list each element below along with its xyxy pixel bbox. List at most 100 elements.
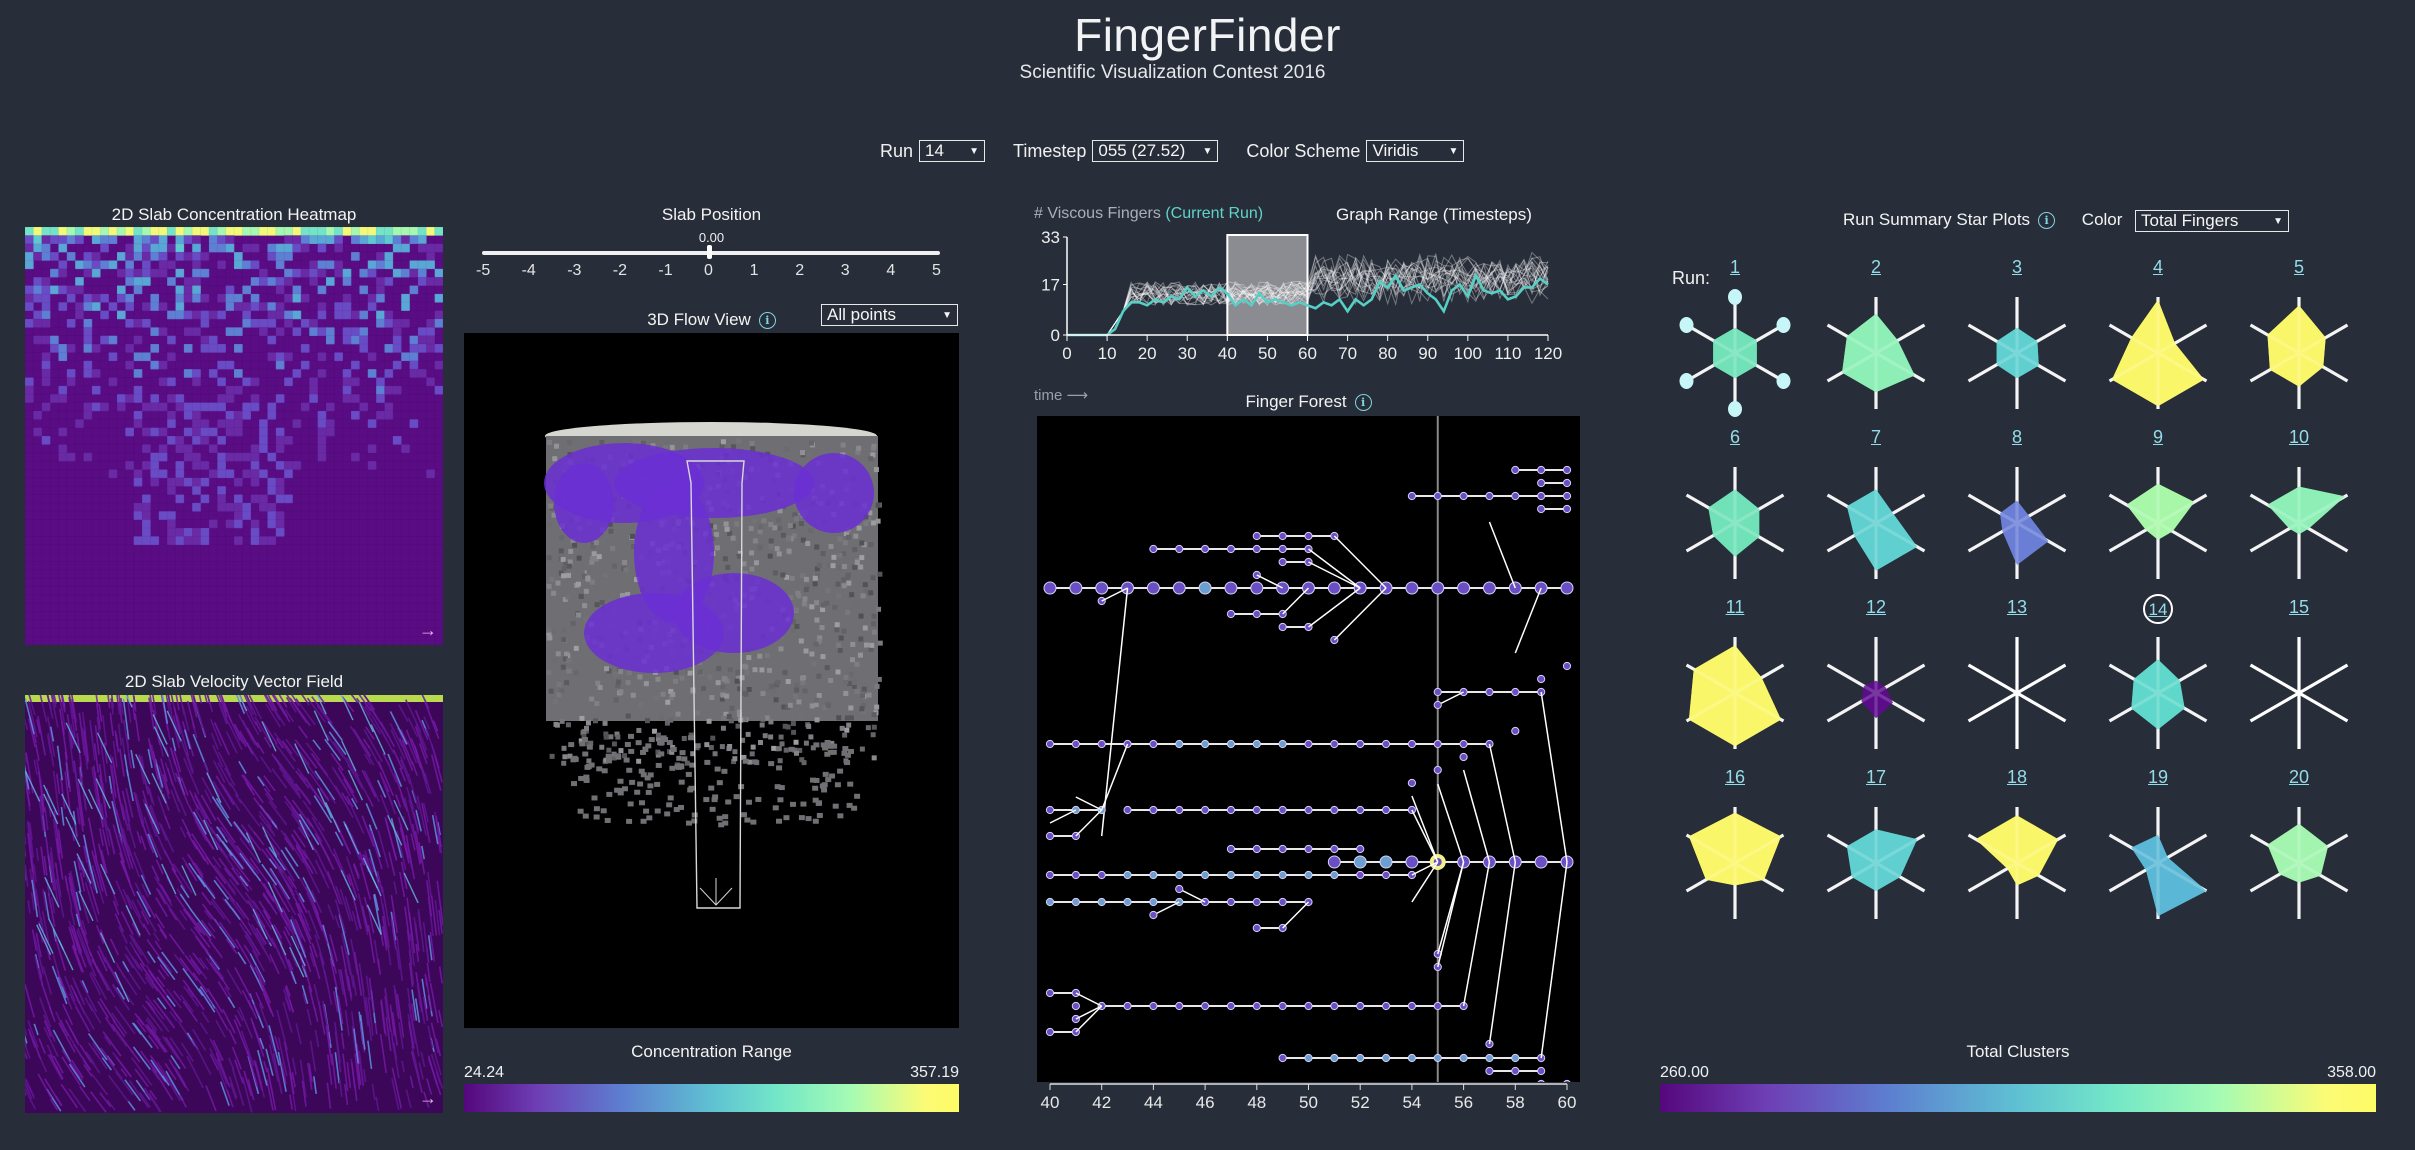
star-run-link-11[interactable]: 11 <box>1725 597 1745 617</box>
run-select[interactable]: 14 ▼ <box>919 140 986 162</box>
star-color-select[interactable]: Total Fingers ▼ <box>2135 210 2289 232</box>
clusters-colorbar <box>1660 1084 2376 1112</box>
star-plot-4[interactable] <box>2088 283 2228 423</box>
star-run-link-14[interactable]: 14 <box>2143 594 2173 624</box>
color-scheme-select-value: Viridis <box>1372 141 1419 160</box>
star-plot-12[interactable] <box>1806 623 1946 763</box>
finger-forest-title: Finger Forest <box>1245 392 1347 411</box>
star-run-link-20[interactable]: 20 <box>2288 767 2310 787</box>
star-plot-2[interactable] <box>1806 283 1946 423</box>
svg-text:120: 120 <box>1534 344 1562 363</box>
star-run-link-1[interactable]: 1 <box>1729 257 1740 277</box>
color-scheme-select[interactable]: Viridis ▼ <box>1366 140 1465 162</box>
svg-text:60: 60 <box>1558 1093 1577 1112</box>
slab-tick-label: -5 <box>476 262 491 279</box>
fingers-chart-title-prefix: # Viscous Fingers <box>1034 205 1161 222</box>
svg-text:54: 54 <box>1402 1093 1421 1112</box>
flow-view-title: 3D Flow View <box>647 310 751 329</box>
star-plot-18[interactable] <box>1947 793 2087 933</box>
info-icon[interactable]: i <box>758 312 776 330</box>
star-plot-1[interactable] <box>1665 283 1805 423</box>
info-icon[interactable]: i <box>1354 394 1372 412</box>
chevron-down-icon: ▼ <box>969 145 980 157</box>
star-run-link-9[interactable]: 9 <box>2152 427 2163 447</box>
finger-forest-tree[interactable] <box>1037 416 1580 1089</box>
star-plot-16[interactable] <box>1665 793 1805 933</box>
flow-view-header: 3D Flow View i <box>464 310 959 330</box>
star-color-value: Total Fingers <box>2141 211 2239 230</box>
star-plot-11[interactable] <box>1665 623 1805 763</box>
star-plot-13[interactable] <box>1947 623 2087 763</box>
star-plot-20[interactable] <box>2229 793 2369 933</box>
svg-text:30: 30 <box>1178 344 1197 363</box>
run-select-value: 14 <box>925 141 944 160</box>
velocity-vector-field[interactable]: → <box>25 695 443 1113</box>
time-arrow-label: time ⟶ <box>1034 387 1089 404</box>
timestep-select[interactable]: 055 (27.52) ▼ <box>1092 140 1219 162</box>
star-plot-10[interactable] <box>2229 453 2369 593</box>
clusters-title: Total Clusters <box>1966 1042 2070 1061</box>
star-plot-7[interactable] <box>1806 453 1946 593</box>
star-run-link-15[interactable]: 15 <box>2288 597 2310 617</box>
concentration-range-title: Concentration Range <box>631 1042 792 1061</box>
slab-position-value: 0.00 <box>698 230 725 245</box>
star-run-link-6[interactable]: 6 <box>1729 427 1740 447</box>
svg-text:58: 58 <box>1506 1093 1525 1112</box>
current-run-line <box>1067 272 1549 337</box>
slab-ticks: -5 -4 -3 -2 -1 0 1 2 3 4 5 <box>470 262 952 284</box>
star-run-link-8[interactable]: 8 <box>2011 427 2022 447</box>
svg-text:46: 46 <box>1196 1093 1215 1112</box>
slab-tick-label: 2 <box>795 262 805 279</box>
star-run-link-5[interactable]: 5 <box>2293 257 2304 277</box>
expand-arrow-icon[interactable]: → <box>419 620 437 640</box>
concentration-heatmap[interactable]: → <box>25 227 443 645</box>
star-plot-5[interactable] <box>2229 283 2369 423</box>
star-run-link-3[interactable]: 3 <box>2011 257 2022 277</box>
fingers-chart-title-current: (Current Run) <box>1165 205 1264 222</box>
info-icon[interactable]: i <box>2038 212 2056 230</box>
vector-field-glyphs <box>25 695 443 1113</box>
run-prefix-label: Run: <box>1672 268 1711 288</box>
star-run-link-12[interactable]: 12 <box>1865 597 1887 617</box>
color-scheme-label: Color Scheme <box>1246 140 1361 161</box>
run-label: Run <box>880 140 914 161</box>
svg-text:10: 10 <box>1098 344 1117 363</box>
star-run-link-18[interactable]: 18 <box>2006 767 2028 787</box>
star-run-link-4[interactable]: 4 <box>2152 257 2163 277</box>
slab-tick-label: 0 <box>704 262 713 279</box>
star-plot-14[interactable] <box>2088 623 2228 763</box>
star-plot-15[interactable] <box>2229 623 2369 763</box>
chevron-down-icon: ▼ <box>942 309 952 321</box>
svg-text:17: 17 <box>1041 276 1060 295</box>
chevron-down-icon: ▼ <box>1448 145 1459 157</box>
flow-3d-view[interactable] <box>464 333 959 1028</box>
star-run-link-2[interactable]: 2 <box>1870 257 1881 277</box>
slab-tick-label: 1 <box>749 262 759 279</box>
star-run-link-7[interactable]: 7 <box>1870 427 1881 447</box>
star-run-link-10[interactable]: 10 <box>2288 427 2310 447</box>
svg-text:0: 0 <box>1051 326 1060 345</box>
slab-tick-label: 3 <box>840 262 850 279</box>
star-plot-17[interactable] <box>1806 793 1946 933</box>
star-plot-9[interactable] <box>2088 453 2228 593</box>
star-plot-3[interactable] <box>1947 283 2087 423</box>
star-run-link-17[interactable]: 17 <box>1865 767 1887 787</box>
star-plots-header: Run Summary Star Plots i Color <box>1843 210 2122 230</box>
star-plot-19[interactable] <box>2088 793 2228 933</box>
fingers-line-chart[interactable]: 33 17 00 10 20 30 40 50 60 70 80 90 100 110 120 <box>1030 225 1590 370</box>
star-plot-6[interactable] <box>1665 453 1805 593</box>
points-filter-value: All points <box>827 305 896 324</box>
star-run-link-19[interactable]: 19 <box>2147 767 2169 787</box>
star-run-link-13[interactable]: 13 <box>2006 597 2028 617</box>
points-filter-select[interactable]: All points ▼ <box>821 304 958 326</box>
svg-text:40: 40 <box>1041 1093 1060 1112</box>
slab-tick-label: -2 <box>612 262 628 279</box>
star-plot-8[interactable] <box>1947 453 2087 593</box>
star-run-link-16[interactable]: 16 <box>1724 767 1746 787</box>
slab-position-handle[interactable] <box>707 245 712 259</box>
expand-arrow-icon[interactable]: → <box>419 1088 437 1108</box>
graph-range-title: Graph Range (Timesteps) <box>1336 205 1532 224</box>
concentration-max: 357.19 <box>910 1064 959 1081</box>
finger-forest-graph <box>1043 416 1574 1089</box>
fingers-chart-title: # Viscous Fingers (Current Run) <box>1034 205 1263 223</box>
